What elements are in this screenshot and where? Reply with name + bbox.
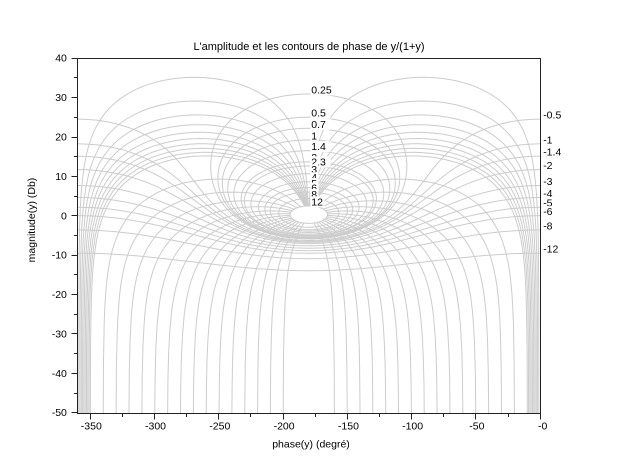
svg-text:-0.5: -0.5 [543, 110, 561, 122]
svg-text:-3: -3 [543, 176, 552, 188]
svg-text:6: 6 [311, 183, 317, 195]
svg-text:phase(y) (degré): phase(y) (degré) [272, 439, 350, 451]
svg-text:-250: -250 [209, 421, 230, 433]
svg-text:1.4: 1.4 [311, 141, 326, 153]
svg-text:-10: -10 [52, 250, 67, 262]
svg-text:-5: -5 [543, 198, 552, 210]
svg-text:magnitude(y) (Db): magnitude(y) (Db) [26, 178, 38, 263]
svg-text:-6: -6 [543, 206, 552, 218]
svg-text:0.5: 0.5 [311, 108, 326, 120]
svg-text:0.25: 0.25 [311, 84, 332, 96]
svg-text:-30: -30 [52, 329, 67, 341]
svg-text:-1.4: -1.4 [543, 147, 561, 159]
svg-text:-12: -12 [543, 244, 558, 256]
svg-text:1: 1 [311, 130, 317, 142]
svg-text:-50: -50 [52, 407, 67, 419]
svg-text:30: 30 [55, 92, 67, 104]
svg-text:0: 0 [61, 210, 67, 222]
svg-text:12: 12 [311, 196, 323, 208]
svg-text:-50: -50 [469, 421, 484, 433]
svg-text:-4: -4 [543, 188, 552, 200]
svg-text:-350: -350 [81, 421, 102, 433]
svg-text:L'amplitude et les contours de: L'amplitude et les contours de phase de … [193, 41, 424, 53]
svg-text:10: 10 [55, 171, 67, 183]
svg-text:-0: -0 [538, 421, 547, 433]
svg-text:-1: -1 [543, 134, 552, 146]
svg-text:-40: -40 [52, 368, 67, 380]
svg-text:-300: -300 [145, 421, 166, 433]
svg-text:40: 40 [55, 53, 67, 65]
svg-text:-150: -150 [338, 421, 359, 433]
svg-text:-2: -2 [543, 160, 552, 172]
svg-text:20: 20 [55, 132, 67, 144]
svg-text:-20: -20 [52, 289, 67, 301]
svg-text:0.7: 0.7 [311, 119, 326, 131]
svg-text:3: 3 [311, 164, 317, 176]
svg-text:8: 8 [311, 189, 317, 201]
svg-text:-100: -100 [402, 421, 423, 433]
svg-text:-8: -8 [543, 220, 552, 232]
svg-text:-200: -200 [274, 421, 295, 433]
